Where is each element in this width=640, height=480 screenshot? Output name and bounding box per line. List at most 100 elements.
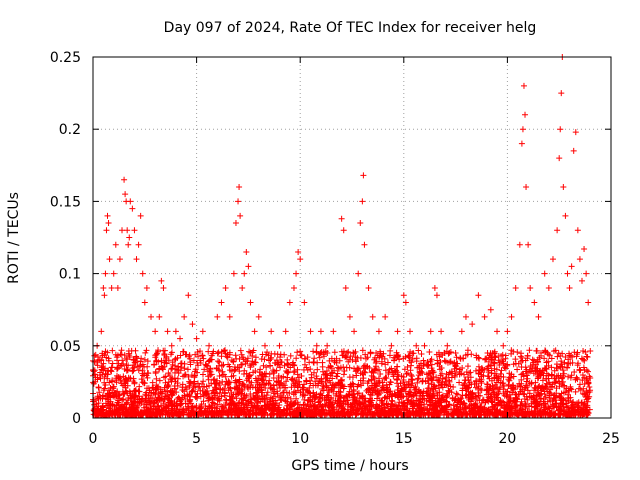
data-point — [102, 382, 109, 389]
data-point — [418, 351, 425, 358]
data-point — [207, 366, 214, 373]
data-point — [397, 388, 404, 395]
data-point — [320, 371, 327, 378]
data-point — [427, 328, 434, 335]
data-point — [351, 394, 358, 401]
data-point — [268, 384, 275, 391]
data-point — [351, 350, 358, 357]
data-point — [294, 399, 301, 406]
data-point — [161, 347, 168, 354]
data-point — [400, 292, 407, 299]
data-point — [429, 394, 436, 401]
data-point — [489, 356, 496, 363]
data-point — [189, 321, 196, 328]
data-point — [366, 412, 373, 419]
data-point — [282, 394, 289, 401]
data-point — [519, 370, 526, 377]
data-point — [226, 393, 233, 400]
data-point — [355, 270, 362, 277]
data-point — [404, 370, 411, 377]
data-point — [477, 412, 484, 419]
data-point — [197, 387, 204, 394]
data-point — [500, 380, 507, 387]
data-point — [102, 395, 109, 402]
data-point — [541, 270, 548, 277]
data-point — [555, 350, 562, 357]
data-point — [425, 362, 432, 369]
data-point — [159, 364, 166, 371]
data-point — [138, 376, 145, 383]
data-point — [524, 396, 531, 403]
data-point — [100, 367, 107, 374]
data-point — [199, 328, 206, 335]
data-point — [233, 411, 240, 418]
data-point — [301, 392, 308, 399]
data-point — [526, 379, 533, 386]
data-point — [90, 380, 97, 387]
data-point — [262, 384, 269, 391]
data-point — [418, 365, 425, 372]
data-point — [583, 406, 590, 413]
data-point — [257, 382, 264, 389]
data-point — [144, 399, 151, 406]
data-point — [558, 90, 565, 97]
data-point — [382, 313, 389, 320]
plot-frame — [92, 56, 612, 419]
data-point — [533, 347, 540, 354]
data-point — [102, 370, 109, 377]
data-point — [361, 241, 368, 248]
data-point — [275, 373, 282, 380]
data-point — [143, 285, 150, 292]
data-point — [553, 404, 560, 411]
data-point — [424, 392, 431, 399]
data-point — [233, 383, 240, 390]
data-point — [158, 358, 165, 365]
data-point — [454, 391, 461, 398]
data-point — [523, 378, 530, 385]
data-point — [549, 256, 556, 263]
data-point — [127, 198, 134, 205]
data-point — [447, 358, 454, 365]
data-point — [401, 366, 408, 373]
data-point — [525, 241, 532, 248]
data-point — [375, 328, 382, 335]
data-point — [261, 342, 268, 349]
data-point — [466, 396, 473, 403]
data-point — [464, 363, 471, 370]
data-point — [124, 367, 131, 374]
data-point — [423, 388, 430, 395]
data-point — [414, 379, 421, 386]
data-point — [388, 342, 395, 349]
data-point — [131, 227, 138, 234]
data-point — [189, 388, 196, 395]
data-point — [341, 367, 348, 374]
data-point — [446, 401, 453, 408]
data-point — [557, 394, 564, 401]
data-point — [382, 367, 389, 374]
data-point — [167, 351, 174, 358]
data-point — [150, 384, 157, 391]
data-point — [498, 373, 505, 380]
data-point — [188, 372, 195, 379]
data-point — [322, 378, 329, 385]
data-point — [461, 371, 468, 378]
data-point — [178, 360, 185, 367]
data-point — [261, 356, 268, 363]
data-point — [548, 355, 555, 362]
data-point — [298, 351, 305, 358]
data-point — [194, 349, 201, 356]
data-point — [132, 359, 139, 366]
data-point — [391, 390, 398, 397]
data-point — [569, 359, 576, 366]
data-point — [139, 395, 146, 402]
data-point — [453, 390, 460, 397]
x-tick-label: 0 — [89, 431, 98, 447]
data-point — [247, 349, 254, 356]
data-point — [293, 270, 300, 277]
data-point — [139, 270, 146, 277]
data-point — [578, 277, 585, 284]
data-point — [180, 373, 187, 380]
data-point — [564, 373, 571, 380]
data-point — [218, 299, 225, 306]
data-point — [363, 387, 370, 394]
